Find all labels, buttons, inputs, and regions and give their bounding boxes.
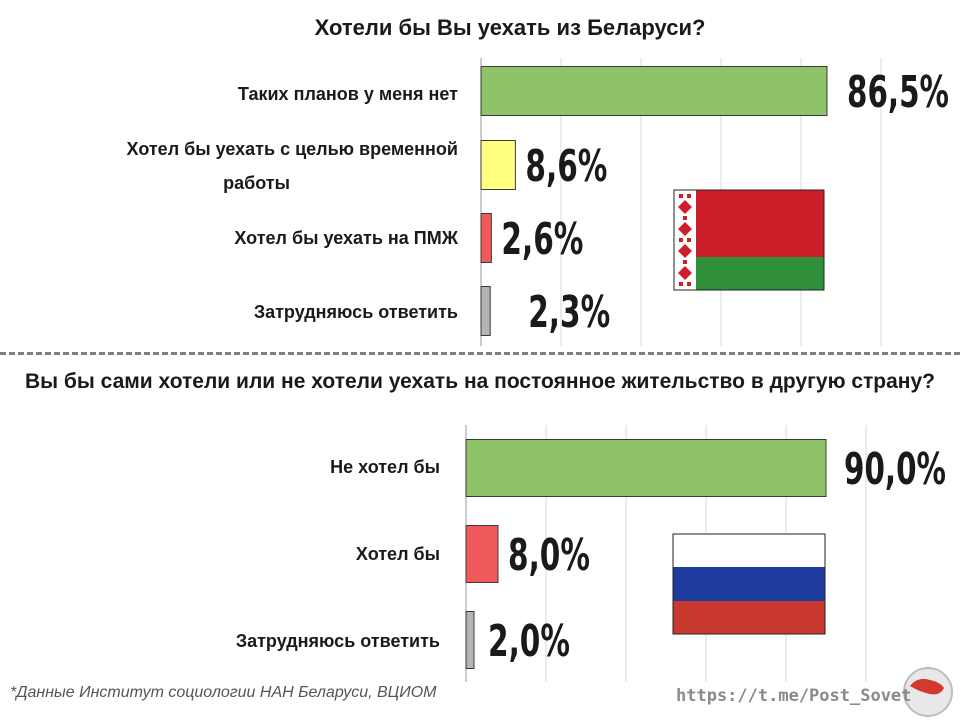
chart-1-value-label: 86,5%: [847, 67, 949, 118]
globe-emblem-icon: [903, 667, 953, 717]
russia-flag: [672, 533, 826, 635]
chart-1-bar: [480, 213, 492, 263]
chart-2-value-label: 2,0%: [488, 616, 570, 667]
chart-1-value-label: 2,6%: [501, 214, 583, 265]
chart-2-bar: [465, 439, 827, 497]
chart-1-title: Хотели бы Вы уехать из Беларуси?: [314, 15, 706, 40]
chart-2-bar: [465, 525, 499, 583]
watermark-link[interactable]: https://t.me/Post_Sovet: [676, 686, 912, 706]
chart-2-value-label: 90,0%: [844, 444, 946, 495]
chart-1-bar: [480, 66, 828, 116]
chart-2-bars: 90,0% 8,0% 2,0%: [465, 439, 946, 669]
chart-2-category-label: Затрудняюсь ответить: [235, 631, 440, 651]
chart-2-bar: [465, 611, 475, 669]
chart-2-category-label: Хотел бы: [355, 544, 440, 564]
chart-2-category-label: Не хотел бы: [330, 457, 440, 477]
chart-1-category-label: Хотел бы уехать с целью временной: [126, 139, 458, 159]
chart-1-bar: [480, 140, 516, 190]
chart-1-category-label: работы: [223, 173, 290, 193]
chart-1-bar: [480, 286, 491, 336]
chart-1-value-label: 2,3%: [528, 287, 610, 338]
chart-1-category-label: Затрудняюсь ответить: [253, 302, 458, 322]
chart-2-value-label: 8,0%: [508, 530, 590, 581]
chart-1-bars: 86,5% 8,6% 2,6% 2,3%: [480, 66, 949, 338]
chart-1-category-label: Хотел бы уехать на ПМЖ: [234, 228, 458, 248]
data-source-note: *Данные Институт социологии НАН Беларуси…: [10, 684, 437, 701]
section-divider: [0, 352, 960, 355]
chart-1-category-label: Таких планов у меня нет: [237, 84, 458, 104]
chart-2-title: Вы бы сами хотели или не хотели уехать н…: [24, 370, 936, 393]
chart-1-value-label: 8,6%: [525, 141, 607, 192]
belarus-flag: [673, 189, 825, 291]
